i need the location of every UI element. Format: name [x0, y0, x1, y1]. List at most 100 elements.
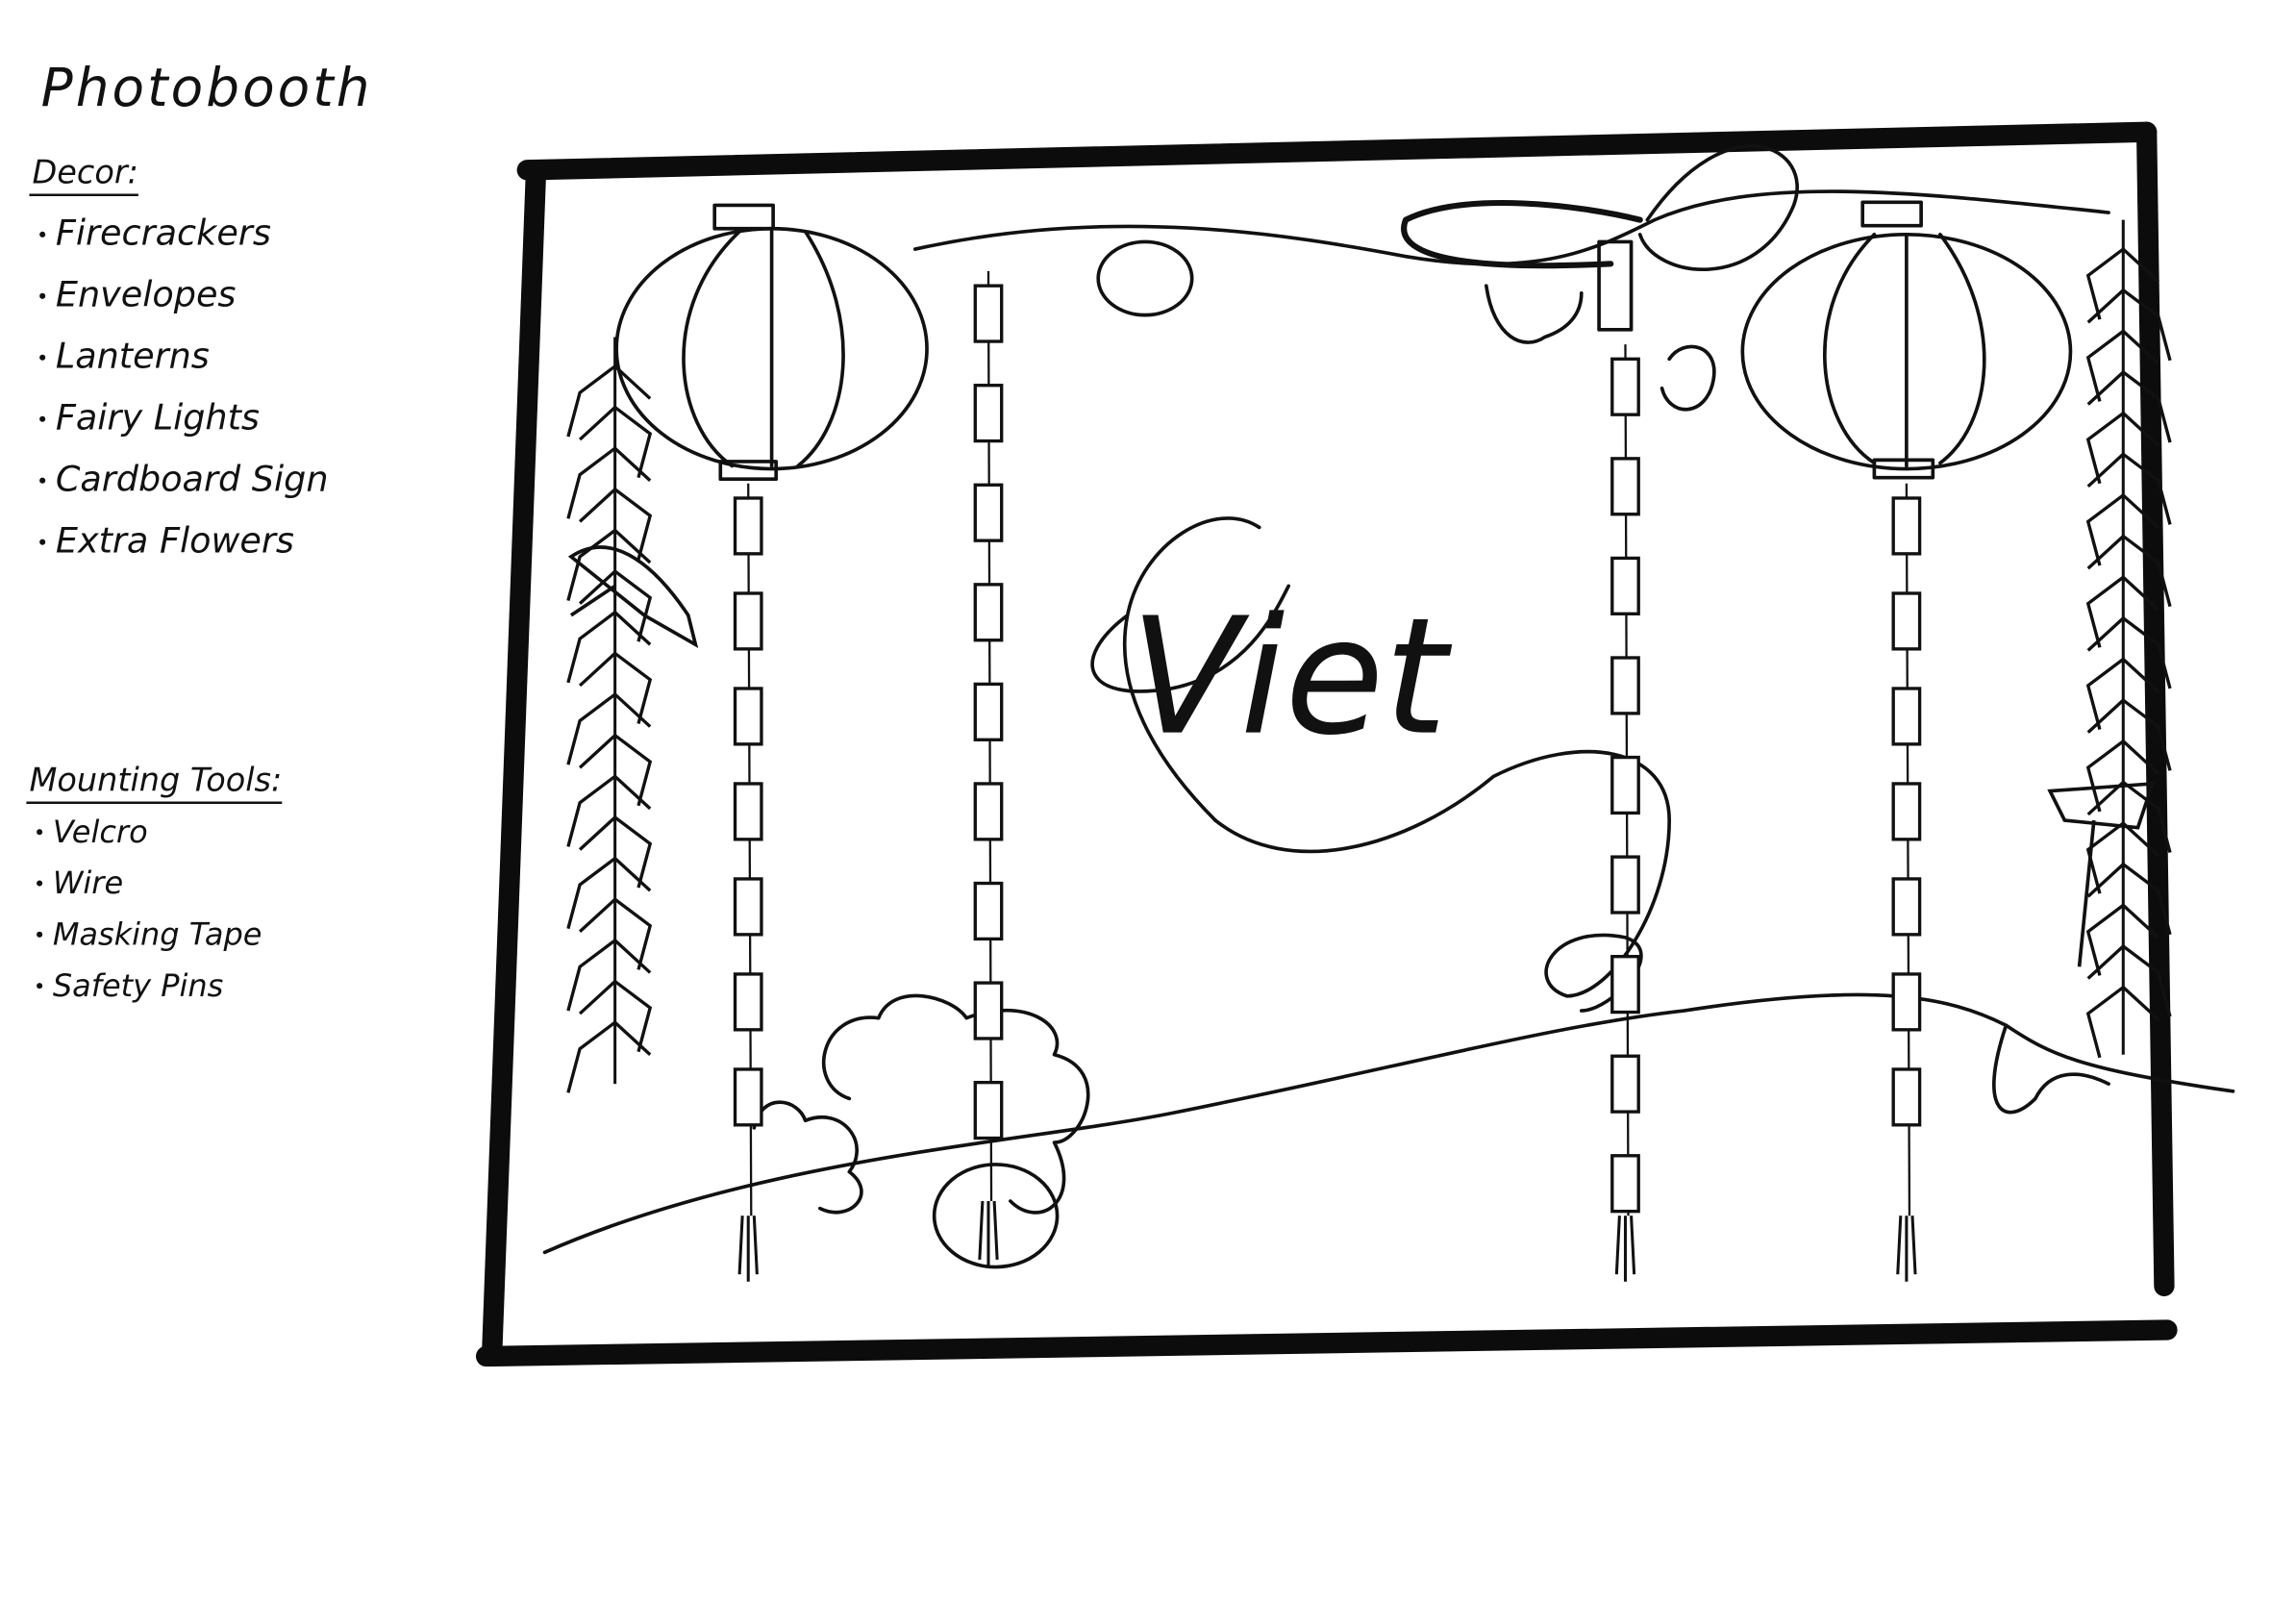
list-heading: Decor: — [33, 154, 138, 191]
firecracker — [2085, 986, 2159, 1059]
flourish — [1213, 749, 1672, 1013]
bullet — [39, 354, 46, 361]
list-item: Envelopes — [56, 273, 237, 314]
tassel — [978, 1200, 999, 1267]
frame-bottom — [475, 1319, 2178, 1367]
firecracker — [566, 1020, 652, 1093]
lantern-base — [1872, 458, 1935, 480]
envelope — [1610, 556, 1640, 615]
firecracker — [2086, 944, 2172, 1017]
firecracker — [2086, 616, 2172, 689]
frame-left — [482, 163, 547, 1365]
fairy-lights — [542, 144, 2235, 1255]
envelope — [1891, 687, 1922, 746]
flowers — [752, 993, 1090, 1269]
firecracker — [566, 775, 652, 847]
firecracker — [2086, 370, 2172, 443]
envelope — [1597, 239, 1634, 332]
loop — [1096, 239, 1194, 317]
list-item: Velcro — [53, 814, 148, 850]
bullet — [39, 292, 46, 299]
bow — [2047, 781, 2156, 967]
firecracker — [566, 529, 652, 602]
firecracker — [2086, 535, 2172, 608]
envelope — [1610, 656, 1640, 715]
firecracker — [2085, 247, 2159, 320]
tassel — [737, 1216, 759, 1282]
flower — [752, 1100, 863, 1215]
flourish — [1992, 1023, 2110, 1115]
firecracker — [578, 815, 653, 889]
flourish — [1090, 516, 1291, 822]
list-item: Firecrackers — [56, 213, 271, 254]
title: Photobooth — [41, 57, 373, 118]
firecracker — [578, 980, 653, 1053]
firecracker — [2085, 493, 2159, 566]
firecracker — [2085, 904, 2159, 976]
envelope — [733, 972, 763, 1032]
bullet — [39, 539, 46, 545]
envelope — [973, 583, 1004, 642]
lantern-base — [718, 460, 778, 482]
tassel — [1896, 1216, 1917, 1282]
envelope — [733, 1067, 763, 1127]
envelope — [973, 483, 1004, 542]
firecracker — [566, 364, 652, 438]
firecracker — [566, 446, 652, 519]
loop — [1637, 144, 1799, 271]
flower — [822, 993, 1090, 1215]
lantern-cap — [1860, 200, 1923, 228]
lantern-rib — [1823, 233, 1986, 468]
envelope — [973, 384, 1004, 443]
envelope — [733, 687, 763, 746]
firecracker — [578, 652, 653, 724]
firecracker — [2085, 821, 2159, 894]
bullet — [37, 829, 43, 836]
firecracker — [566, 857, 652, 930]
firecracker — [566, 611, 652, 684]
flower — [932, 1163, 1060, 1269]
list-item: Masking Tape — [53, 915, 262, 952]
firecracker — [578, 734, 653, 807]
envelope — [733, 877, 763, 937]
firecracker — [578, 897, 653, 970]
firecracker — [578, 488, 653, 561]
envelope — [1891, 591, 1922, 651]
bow — [567, 545, 699, 648]
frame-right — [2135, 121, 2175, 1296]
flower — [1484, 284, 1584, 344]
ground-line — [542, 992, 2235, 1255]
envelope — [1610, 755, 1640, 815]
envelope — [1610, 1154, 1640, 1214]
firecracker — [2085, 739, 2159, 813]
envelope — [1891, 877, 1922, 937]
lantern-rib — [682, 229, 845, 468]
envelope — [1891, 1067, 1922, 1127]
bow — [1401, 200, 1643, 269]
firecracker — [2085, 330, 2159, 402]
list-item: Safety Pins — [53, 967, 224, 1004]
firecracker — [2086, 288, 2172, 362]
bullet — [37, 880, 43, 887]
envelope — [1891, 972, 1922, 1032]
string — [913, 189, 2110, 266]
envelope — [973, 1080, 1004, 1140]
frame — [475, 121, 2178, 1367]
lantern-cap — [712, 203, 775, 231]
list-item: Extra Flowers — [56, 519, 294, 561]
envelope — [1610, 1054, 1640, 1114]
envelope — [973, 881, 1004, 941]
envelope — [733, 591, 763, 651]
sign-text: Viet — [1130, 584, 1452, 771]
envelope — [973, 284, 1004, 343]
firecracker — [2086, 863, 2172, 936]
list-item: Lanterns — [56, 335, 210, 376]
firecracker — [2086, 698, 2172, 771]
firecracker — [578, 569, 653, 642]
firecracker — [2085, 412, 2159, 485]
list-item: Fairy Lights — [56, 396, 260, 438]
lantern — [1740, 200, 2073, 480]
list-item: Cardboard Sign — [56, 458, 329, 499]
envelope — [973, 782, 1004, 841]
